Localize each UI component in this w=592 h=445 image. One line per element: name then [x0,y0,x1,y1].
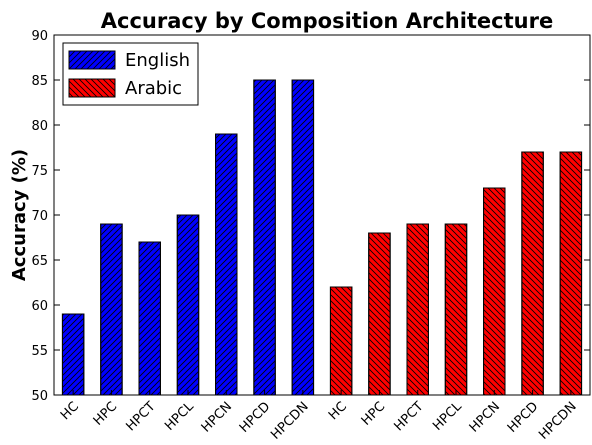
legend-label-english: English [125,50,190,71]
x-tick-label: HC [326,399,350,423]
y-axis-label: Accuracy (%) [9,149,30,281]
x-tick-label: HPCN [467,399,503,435]
bar-hatch-english-hpc [100,223,123,396]
bar-hatch-arabic-hc [329,286,353,396]
y-tick-label: 60 [31,299,48,314]
y-tick-label: 65 [31,254,48,269]
x-tick-label: HPC [91,399,120,428]
bar-hatch-english-hpcl [176,214,200,396]
y-tick-label: 70 [31,209,48,224]
bar-hatch-english-hpct [138,241,161,396]
x-tick-label: HPCL [162,399,197,434]
x-tick-label: HPCD [237,399,274,436]
y-tick-label: 50 [31,389,48,404]
legend-swatch-hatch-arabic [68,78,116,98]
x-tick-label: HPCDN [536,399,579,442]
bar-hatch-english-hpcd [253,79,276,396]
bar-hatch-arabic-hpcl [444,223,468,396]
plot-frame [53,34,591,396]
bar-hatch-arabic-hpcd [521,151,544,396]
bar-hatch-arabic-hpct [406,223,429,396]
x-tick-label: HC [58,399,82,423]
bar-hatch-arabic-hpc [368,232,391,396]
x-tick-label: HPCN [199,399,235,435]
x-tick-label: HPCL [430,399,465,434]
x-tick-label: HPCDN [268,399,311,442]
x-tick-label: HPCT [123,399,158,434]
y-axis-ticks: 50 55 60 65 70 75 80 85 90 [31,29,590,404]
legend-swatch-hatch-english [68,50,116,70]
bar-hatch-english-hpcn [215,133,238,396]
bar-hatch-arabic-hpcn [483,187,506,396]
y-tick-label: 80 [31,119,48,134]
bar-hatch-english-hc [61,313,85,396]
bar-hatch-english-hpcdn [291,79,315,396]
y-tick-label: 55 [31,344,48,359]
y-tick-label: 90 [31,29,48,44]
legend: English Arabic [62,42,199,106]
bar-hatch-arabic-hpcdn [559,151,583,396]
bars-layer [61,79,583,396]
chart-title: Accuracy by Composition Architecture [101,9,553,33]
y-tick-label: 85 [31,74,48,89]
x-tick-label: HPCD [505,399,542,436]
legend-label-arabic: Arabic [125,78,182,99]
x-tick-label: HPCT [391,399,426,434]
y-tick-label: 75 [31,164,48,179]
x-tick-label: HPC [359,399,388,428]
